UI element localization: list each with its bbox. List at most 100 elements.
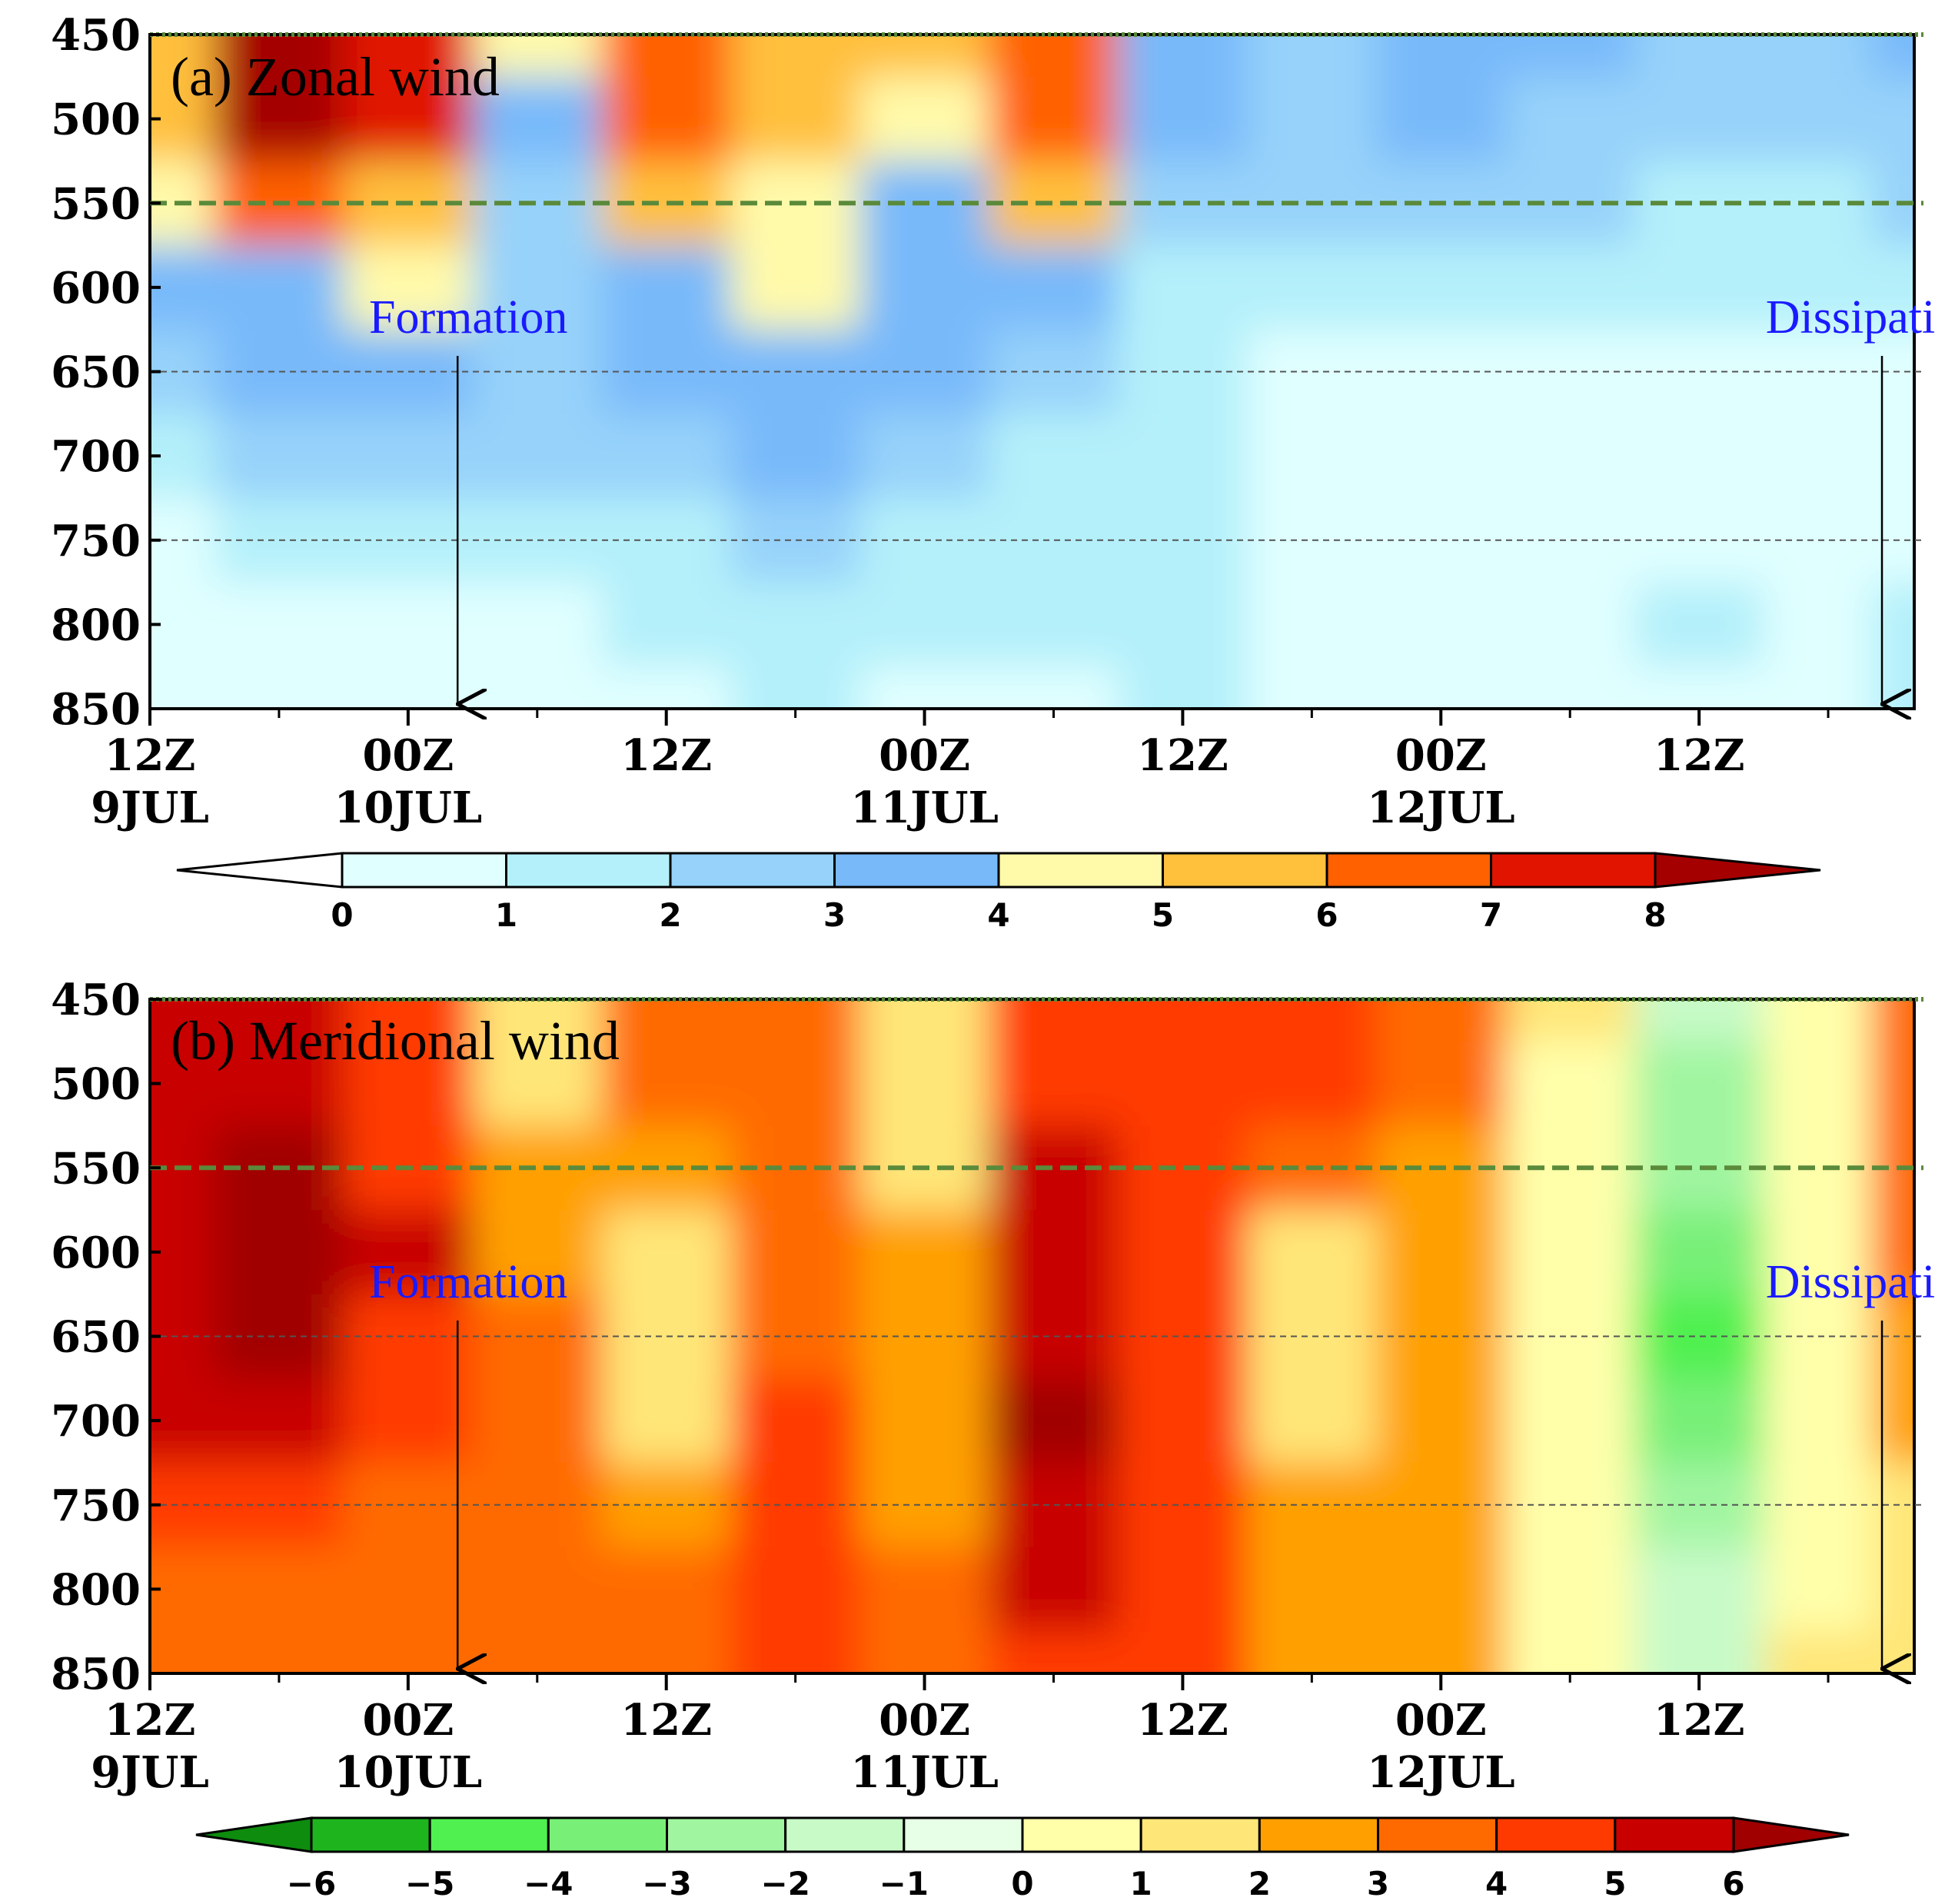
heatmap-cell [1764, 1547, 1873, 1633]
heatmap-cell [859, 1041, 990, 1127]
heatmap-cell [730, 1631, 861, 1673]
heatmap-cell [1247, 76, 1378, 162]
colorbar-label: 0 [1011, 1865, 1033, 1902]
heatmap-zonal-wind-cells [150, 35, 1914, 709]
heatmap-cell [601, 245, 732, 331]
heatmap-cell [601, 414, 732, 499]
heatmap-cell [730, 582, 861, 668]
heatmap-cell [1634, 1041, 1765, 1127]
colorbar-segment [903, 1816, 1024, 1853]
colorbar-label: 6 [1722, 1865, 1744, 1902]
annotation-dissipation: Dissipation [1766, 291, 1935, 344]
colorbar-extend-high [1654, 852, 1821, 889]
heatmap-cell [214, 582, 344, 668]
panel-meridional-wind: (b) Meridional wind 450 500 550 600 650 700 75… [51, 975, 1935, 1798]
heatmap-cell [150, 582, 215, 668]
panel-title-a: (a) Zonal wind [171, 46, 500, 108]
colorbar-extend-low [176, 852, 344, 889]
colorbar-label: 1 [1130, 1865, 1152, 1902]
x-tick-label-time: 00Z [362, 1695, 454, 1746]
heatmap-cell [989, 1378, 1119, 1464]
heatmap-cell [1505, 999, 1636, 1042]
x-tick-label-time: 12Z [620, 730, 712, 781]
heatmap-cell [1247, 582, 1378, 668]
heatmap-cell [1634, 999, 1765, 1042]
heatmap-cell [1118, 1631, 1248, 1673]
heatmap-cell [989, 76, 1119, 162]
heatmap-meridional-wind-cells [150, 999, 1914, 1673]
y-tick-label: 600 [51, 1228, 141, 1278]
heatmap-cell [1118, 76, 1248, 162]
colorbar-segment [1325, 852, 1492, 889]
y-tick-label: 800 [51, 1564, 141, 1615]
heatmap-cell [1376, 1547, 1507, 1633]
colorbar-segment [1614, 1816, 1735, 1853]
heatmap-cell [1118, 245, 1248, 331]
heatmap-cell [1505, 35, 1636, 78]
heatmap-cell [343, 1378, 474, 1464]
heatmap-cell [343, 35, 474, 78]
heatmap-cell [1247, 1631, 1378, 1673]
heatmap-cell [989, 999, 1119, 1042]
heatmap-cell [1505, 1210, 1636, 1295]
heatmap-cell [1764, 76, 1873, 162]
heatmap-cell [1376, 245, 1507, 331]
heatmap-cell [1505, 1547, 1636, 1633]
heatmap-cell [1764, 245, 1873, 331]
heatmap-cell [1764, 582, 1873, 668]
heatmap-cell [989, 35, 1119, 78]
heatmap-cell [1634, 582, 1765, 668]
heatmap-cell [1376, 582, 1507, 668]
heatmap-cell [1764, 1210, 1873, 1295]
x-tick-label-date: 10JUL [334, 783, 483, 833]
colorbar-label: 1 [495, 896, 517, 934]
colorbar-segment [1139, 1816, 1261, 1853]
colorbar-label: 2 [1248, 1865, 1271, 1902]
colorbar-label: −2 [760, 1865, 810, 1902]
annotations-a: Formation Dissipation [369, 291, 1935, 704]
heatmap-cell [601, 666, 732, 709]
heatmap-cell [1376, 999, 1507, 1042]
heatmap-cell [601, 76, 732, 162]
heatmap-cell [1247, 1378, 1378, 1464]
heatmap-cell [472, 1378, 603, 1464]
heatmap-cell [1505, 666, 1636, 709]
heatmap-cell [1376, 666, 1507, 709]
heatmap-cell [472, 666, 603, 709]
heatmap-cell [1505, 245, 1636, 331]
y-tick-label: 850 [51, 1649, 141, 1700]
colorbar-label: −4 [524, 1865, 573, 1902]
heatmap-zonal-wind [150, 35, 1914, 709]
colorbar-label: 4 [987, 896, 1009, 934]
heatmap-cell [859, 1547, 990, 1633]
heatmap-cell [1634, 76, 1765, 162]
heatmap-cell [472, 1210, 603, 1295]
x-tick-label-date: 11JUL [850, 783, 999, 833]
y-tick-label: 700 [51, 431, 141, 482]
heatmap-cell [989, 1547, 1119, 1633]
y-tick-label: 550 [51, 1143, 141, 1194]
x-tick-label-time: 00Z [879, 730, 970, 781]
heatmap-cell [150, 245, 215, 331]
heatmap-cell [1247, 35, 1378, 78]
colorbar-label: 3 [1367, 1865, 1389, 1902]
heatmap-cell [859, 582, 990, 668]
heatmap-cell [1247, 1210, 1378, 1295]
heatmap-cell [1505, 76, 1636, 162]
x-tick-label-time: 12Z [105, 730, 196, 781]
panel-zonal-wind: (a) Zonal wind 450 500 550 600 650 700 750 800 8… [51, 10, 1935, 833]
heatmap-cell [1247, 999, 1378, 1042]
colorbar-segment [547, 1816, 668, 1853]
panel-title-b: (b) Meridional wind [171, 1010, 620, 1072]
reference-lines-a [150, 32, 1923, 541]
x-tick-label-time: 12Z [1654, 1695, 1745, 1746]
heatmap-cell [150, 1378, 215, 1464]
heatmap-cell [859, 35, 990, 78]
heatmap-cell [214, 999, 344, 1042]
heatmap-cell [150, 35, 215, 78]
colorbar-segment [669, 852, 836, 889]
y-tick-label: 500 [51, 1059, 141, 1110]
heatmap-cell [214, 1041, 344, 1127]
